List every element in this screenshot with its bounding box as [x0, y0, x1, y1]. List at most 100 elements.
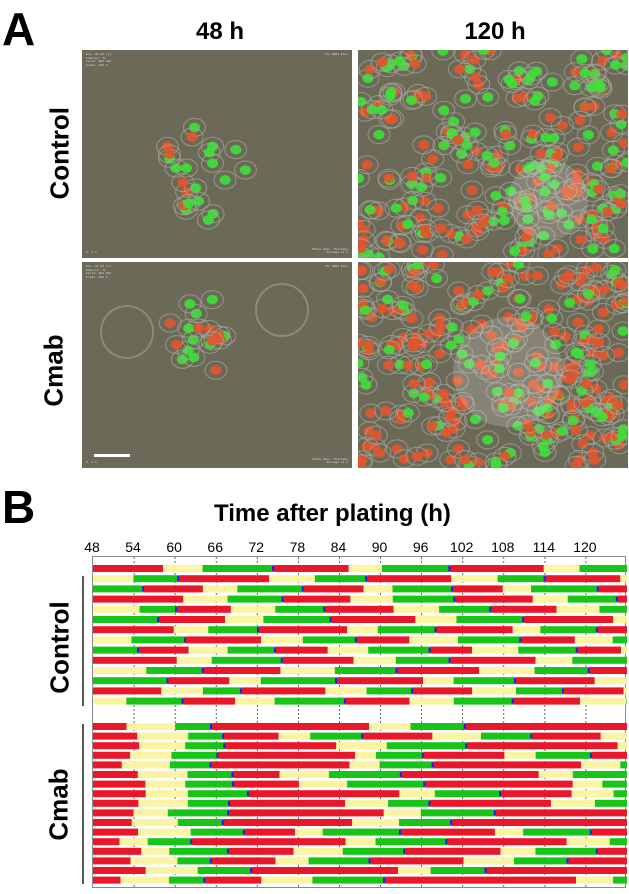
phase-segment: [466, 723, 627, 730]
cell-nucleus: [614, 189, 625, 199]
cell-nucleus: [564, 270, 575, 280]
phase-segment: [126, 698, 183, 705]
cell-nucleus: [402, 360, 413, 370]
phase-segment: [516, 687, 564, 694]
phase-segment: [621, 647, 627, 654]
cell-nucleus: [188, 353, 199, 363]
phase-segment: [93, 800, 138, 807]
cell-nucleus: [571, 347, 582, 357]
cell-nucleus: [363, 340, 374, 350]
phase-segment: [410, 723, 465, 730]
cell-nucleus: [597, 56, 608, 66]
phase-segment: [229, 848, 294, 855]
cell-nucleus: [438, 141, 449, 151]
tick-label: 84: [323, 539, 353, 555]
cell-nucleus: [364, 65, 375, 75]
cell-nucleus: [398, 301, 409, 311]
phase-segment: [93, 809, 134, 816]
phase-segment: [186, 636, 261, 643]
phase-segment: [599, 606, 627, 613]
cell-nucleus: [431, 274, 442, 284]
phase-segment: [430, 800, 551, 807]
phase-segment: [189, 647, 228, 654]
phase-segment: [93, 723, 127, 730]
phase-segment: [613, 877, 627, 884]
phase-segment: [168, 677, 229, 684]
cell-nucleus: [528, 129, 539, 139]
cell-nucleus: [580, 102, 591, 112]
phase-segment: [227, 596, 283, 603]
cell-nucleus: [444, 412, 455, 422]
phase-segment: [573, 771, 627, 778]
phase-segment: [252, 867, 398, 874]
phase-segment: [573, 781, 603, 788]
cell-nucleus: [452, 135, 463, 145]
phase-segment: [346, 698, 409, 705]
phase-segment: [294, 848, 343, 855]
cell-nucleus: [591, 263, 602, 273]
phase-segment: [415, 616, 456, 623]
cell-nucleus: [424, 377, 435, 387]
phase-segment: [325, 687, 366, 694]
background: [82, 50, 352, 258]
cell-nucleus: [433, 203, 444, 213]
phase-segment: [310, 733, 363, 740]
cell-nucleus: [482, 92, 493, 102]
cell-nucleus: [617, 280, 628, 290]
phase-segment: [205, 877, 261, 884]
phase-segment: [336, 742, 386, 749]
cell-nucleus: [441, 428, 452, 438]
cell-nucleus: [438, 106, 449, 116]
phase-segment: [177, 657, 212, 664]
phase-segment: [431, 647, 472, 654]
cell-nucleus: [375, 448, 386, 458]
cell-nucleus: [569, 81, 580, 91]
phase-segment: [304, 585, 364, 592]
phase-segment: [500, 848, 535, 855]
chart-title: Time after plating (h): [214, 500, 451, 528]
tick-label: 66: [200, 539, 230, 555]
phase-segment: [225, 742, 336, 749]
phase-segment: [572, 790, 614, 797]
micrograph-cmab-120h: [358, 262, 628, 468]
cell-nucleus: [469, 55, 480, 65]
tick-label: 96: [406, 539, 436, 555]
phase-segment: [458, 636, 521, 643]
phase-segment: [384, 809, 421, 816]
phase-segment: [378, 626, 437, 633]
cell-nucleus: [615, 199, 626, 209]
phase-segment: [187, 771, 233, 778]
cell-nucleus: [477, 218, 488, 228]
cell-nucleus: [454, 64, 465, 74]
phase-segment: [580, 698, 626, 705]
cell-nucleus: [557, 121, 568, 131]
phase-segment: [350, 596, 392, 603]
phase-segment: [402, 771, 539, 778]
phase-segment: [235, 698, 274, 705]
phase-segment: [269, 575, 315, 582]
phase-segment: [127, 723, 176, 730]
cell-nucleus: [599, 285, 610, 295]
cell-nucleus: [360, 380, 371, 390]
phase-segment: [245, 829, 295, 836]
phase-segment: [93, 687, 161, 694]
phase-segment: [261, 636, 303, 643]
cell-nucleus: [575, 235, 586, 245]
phase-segment: [367, 575, 451, 582]
phase-segment: [283, 657, 354, 664]
phase-segment: [177, 606, 231, 613]
phase-segment: [259, 626, 347, 633]
cell-nucleus: [395, 239, 406, 249]
cell-nucleus: [412, 451, 423, 461]
cell-nucleus: [407, 196, 418, 206]
cell-nucleus: [617, 431, 628, 441]
phase-segment: [146, 790, 188, 797]
phase-segment: [93, 657, 177, 664]
phase-segment: [144, 585, 203, 592]
phase-segment: [121, 877, 169, 884]
phase-segment: [382, 565, 451, 572]
micrograph-control-120h-image: [358, 50, 628, 258]
phase-segment: [479, 667, 534, 674]
phase-segment: [93, 848, 141, 855]
phase-segment: [146, 867, 198, 874]
